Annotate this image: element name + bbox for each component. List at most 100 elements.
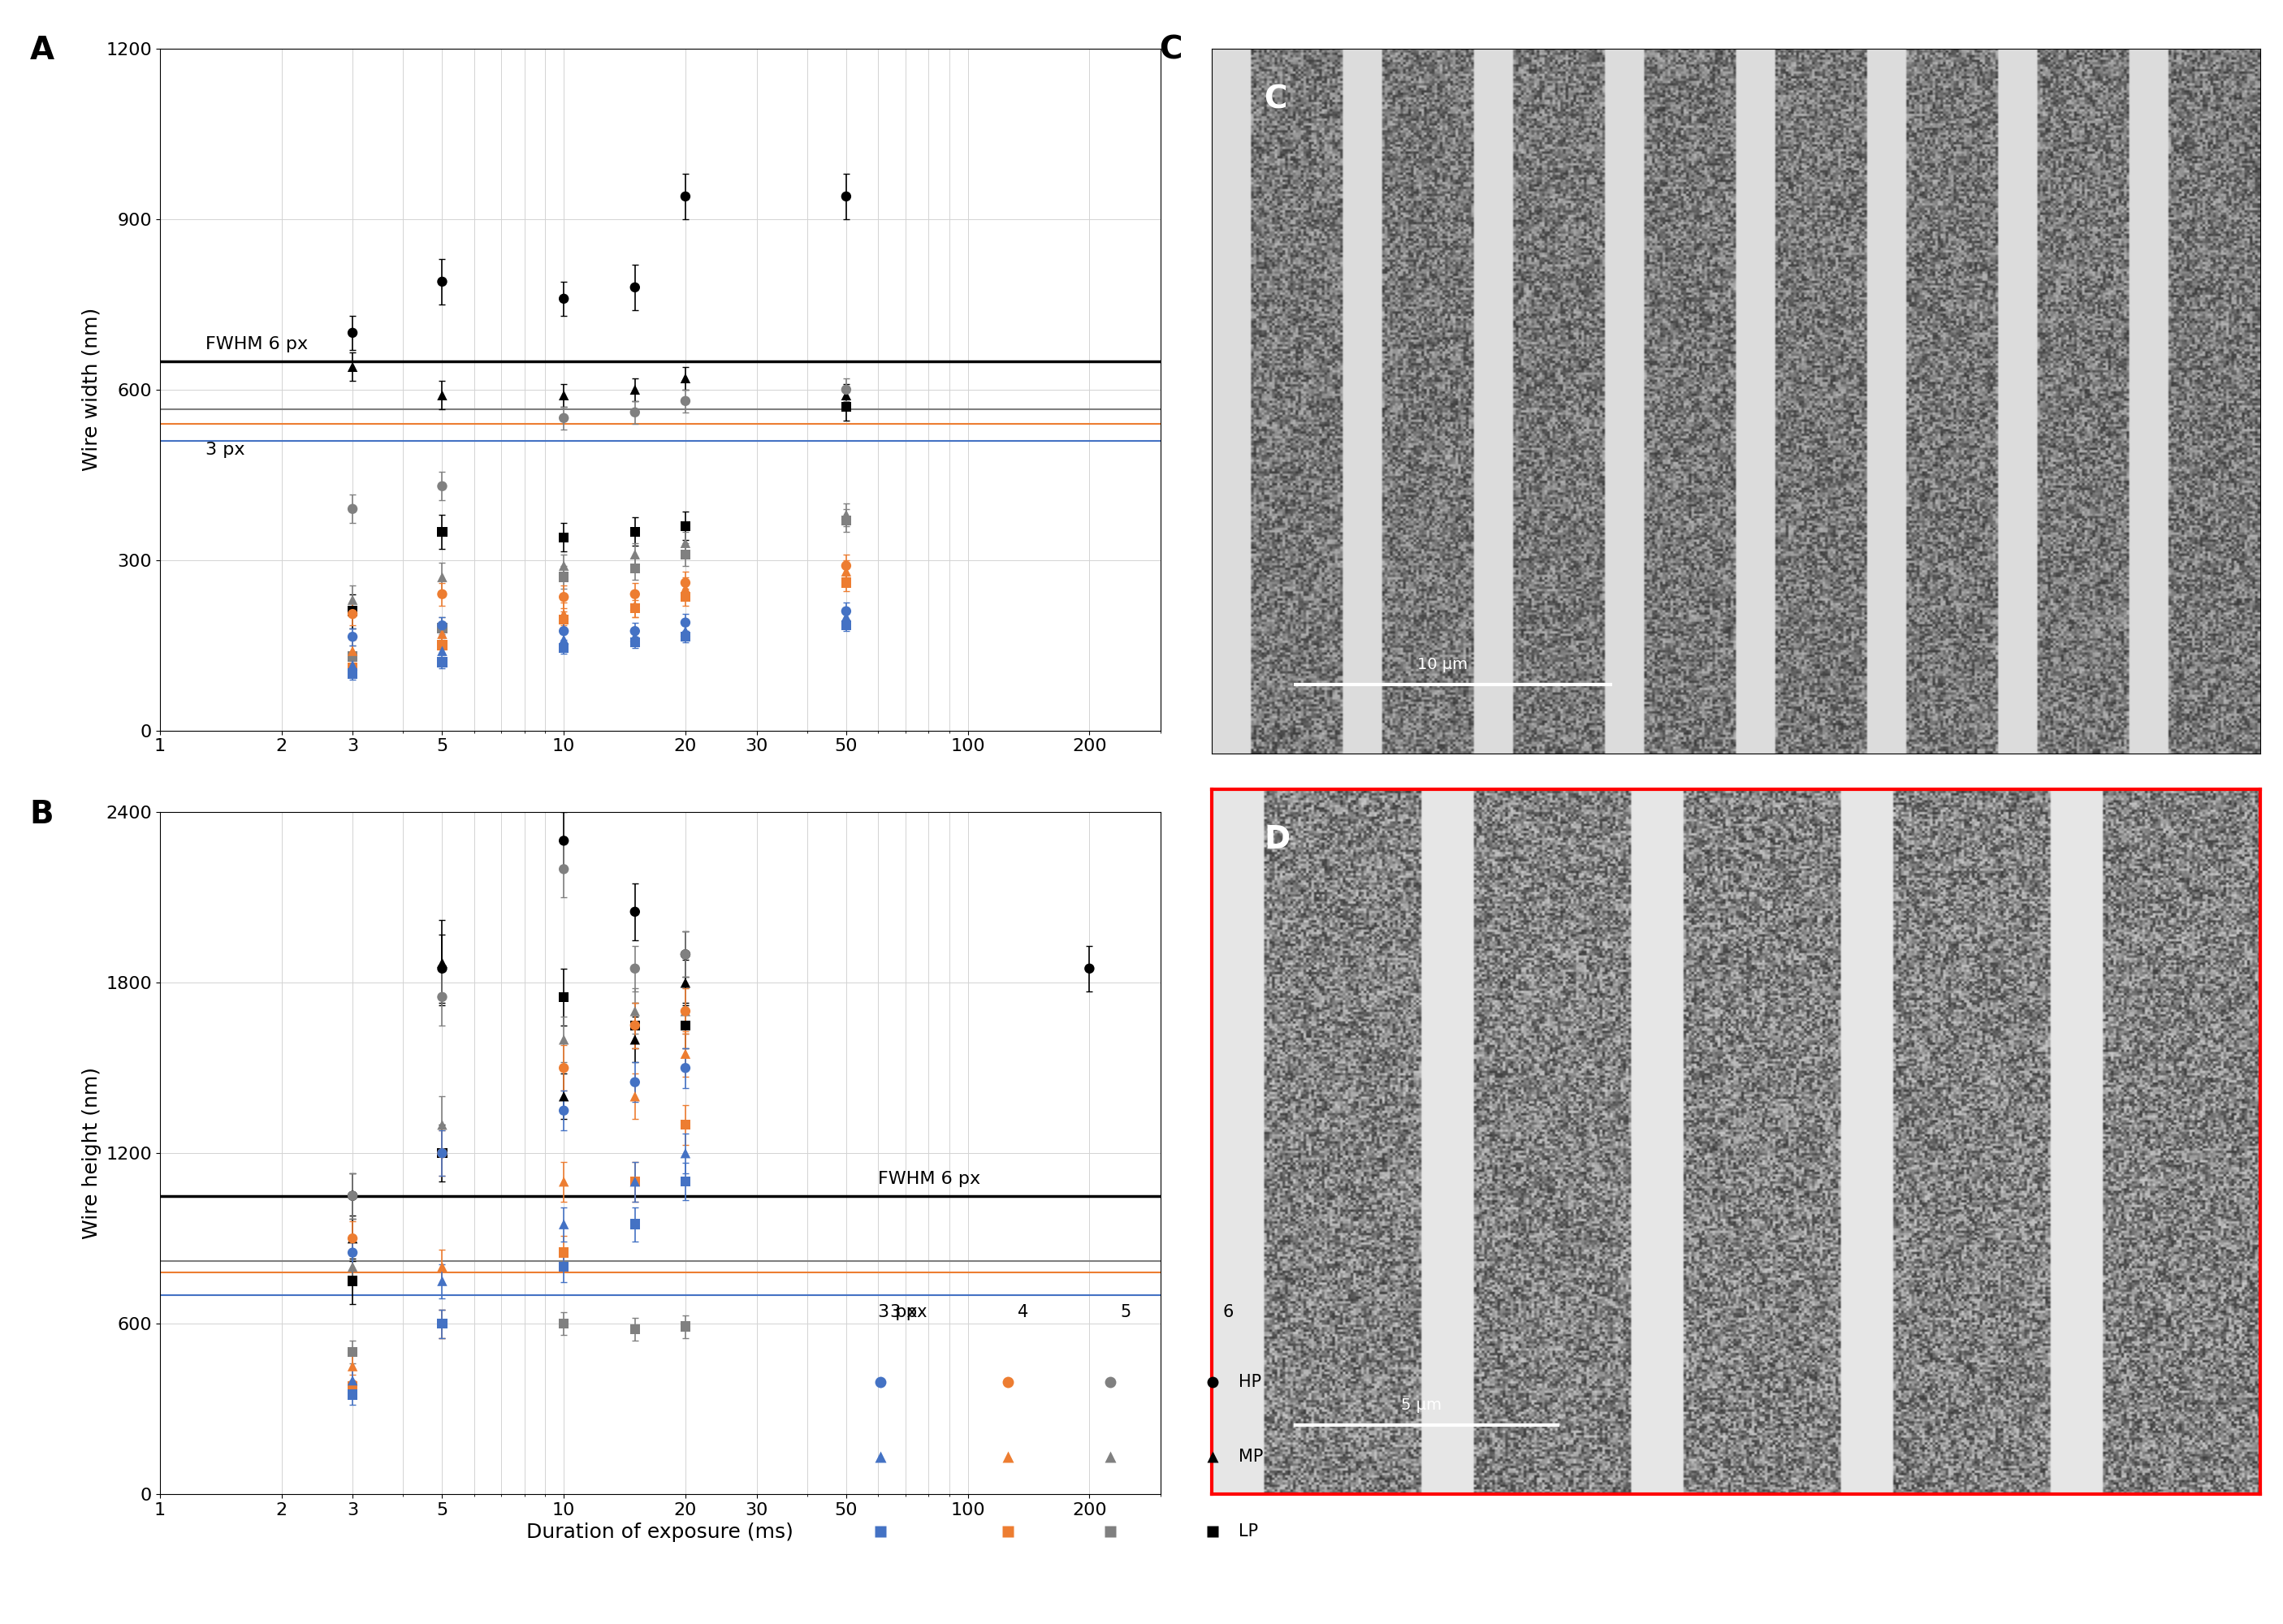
Point [546,1026,582,1052]
Point [333,1268,370,1294]
Point [333,1239,370,1265]
Point [667,513,703,539]
Point [546,585,582,611]
Point [333,661,370,687]
Point [546,1239,582,1265]
Point [667,942,703,968]
Point [616,1026,653,1052]
Text: 5: 5 [1121,1304,1130,1320]
Point [333,586,370,612]
Point [546,828,582,854]
Point [425,268,461,294]
Text: A: A [30,36,55,67]
Text: LP: LP [1237,1523,1258,1540]
Point [667,1169,703,1195]
Point [616,1169,653,1195]
Point [425,984,461,1010]
Point [425,620,461,646]
Point [667,585,703,611]
Point [546,635,582,661]
Point [667,999,703,1025]
Point [425,1140,461,1166]
Point [829,612,865,638]
Text: HP: HP [1237,1374,1260,1390]
X-axis label: Duration of exposure (ms): Duration of exposure (ms) [527,1523,794,1543]
Point [425,1140,461,1166]
Point [546,1056,582,1082]
Point [333,653,370,679]
Point [425,650,461,676]
Point [616,1012,653,1038]
Point [546,1083,582,1109]
Point [829,570,865,596]
Point [425,1311,461,1337]
Point [667,1041,703,1067]
Point [546,564,582,590]
Point [616,1012,653,1038]
Point [425,638,461,664]
Point [425,632,461,658]
Point [425,473,461,499]
Point [333,638,370,664]
Point [667,1140,703,1166]
Point [616,593,653,619]
Point [425,1254,461,1280]
Point [425,615,461,641]
Point [829,502,865,528]
Text: C: C [1265,84,1288,115]
Point [616,898,653,924]
Text: FWHM 6 px: FWHM 6 px [205,336,308,352]
Point [333,1382,370,1408]
Point [616,619,653,645]
Point [667,970,703,996]
Point [829,184,865,209]
Text: 10 μm: 10 μm [1418,658,1468,672]
Point [616,1212,653,1237]
Point [616,1169,653,1195]
Point [616,581,653,607]
Text: MP: MP [1237,1449,1262,1465]
Point [546,1098,582,1124]
Point [667,624,703,650]
Point [333,643,370,669]
Point [333,601,370,627]
Text: D: D [1265,825,1290,856]
Text: 6: 6 [1221,1304,1233,1320]
Point [667,1012,703,1038]
Point [546,1311,582,1337]
Point [616,955,653,981]
Point [333,320,370,346]
Point [667,575,703,601]
Point [616,400,653,425]
Point [546,382,582,408]
Point [829,552,865,578]
Point [616,1083,653,1109]
Point [425,518,461,544]
Text: FWHM 6 px: FWHM 6 px [879,1171,982,1187]
Text: B: B [30,799,55,830]
Text: 3 px: 3 px [890,1304,927,1320]
Point [1071,955,1107,981]
Y-axis label: Wire width (nm): Wire width (nm) [82,309,100,471]
Point [616,624,653,650]
Point [616,596,653,622]
Point [667,365,703,391]
Point [425,1112,461,1138]
Point [333,654,370,680]
Point [546,619,582,645]
Point [333,1182,370,1208]
Point [546,525,582,551]
Point [546,984,582,1010]
Point [667,1056,703,1082]
Point [333,1374,370,1400]
Point [333,1254,370,1280]
Point [667,1112,703,1138]
Point [546,607,582,633]
Point [546,856,582,882]
Point [667,1314,703,1340]
Point [333,1367,370,1393]
Point [829,507,865,533]
Point [667,388,703,414]
Point [425,581,461,607]
Point [667,609,703,635]
